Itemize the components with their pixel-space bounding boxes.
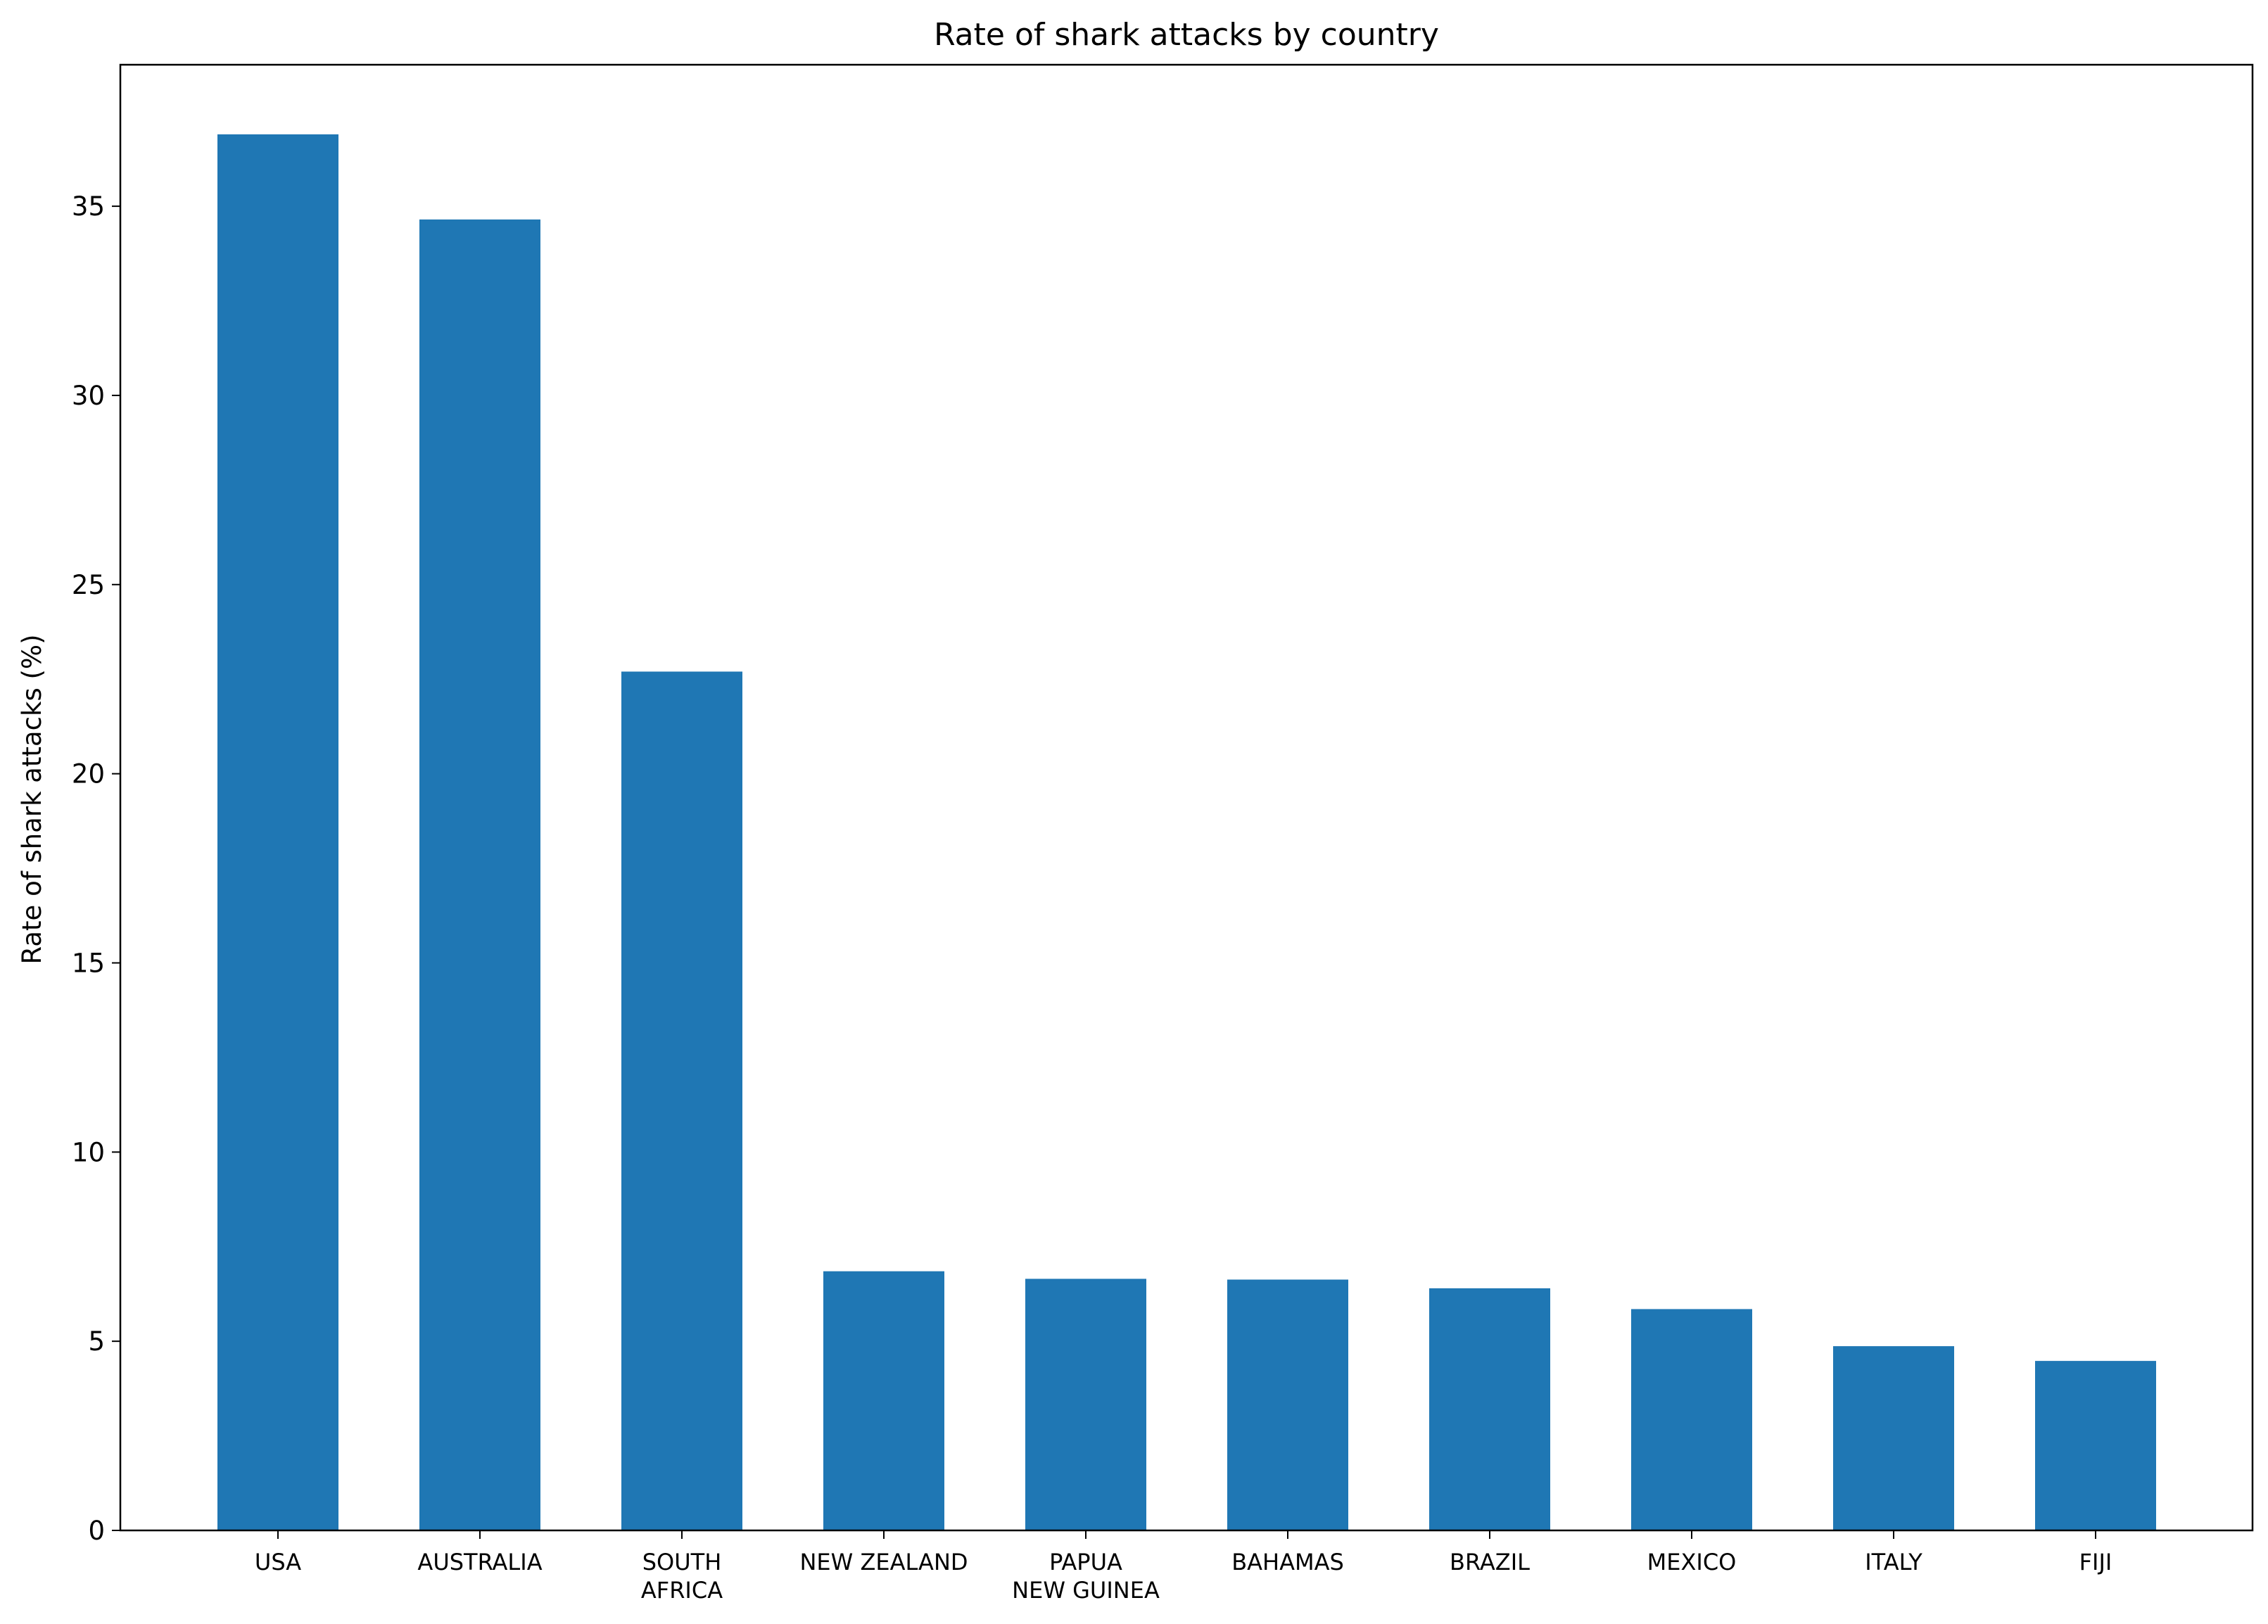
bar xyxy=(823,1271,944,1530)
x-tick-label-line: MEXICO xyxy=(1647,1549,1737,1575)
x-tick-label: MEXICO xyxy=(1647,1549,1737,1575)
y-axis-ticks: 0 5 10 15 20 25 30 35 xyxy=(72,191,120,1546)
y-tick-label: 5 xyxy=(88,1326,105,1357)
x-tick-label-line: ITALY xyxy=(1865,1549,1922,1575)
x-tick-label-line: AFRICA xyxy=(641,1577,723,1604)
bar xyxy=(1025,1279,1146,1530)
y-tick-label: 30 xyxy=(72,381,105,411)
x-tick-label-line: NEW GUINEA xyxy=(1012,1577,1160,1604)
x-tick-label-line: BRAZIL xyxy=(1450,1549,1530,1575)
bar xyxy=(217,134,338,1530)
y-tick-label: 20 xyxy=(72,759,105,789)
bar xyxy=(419,219,540,1530)
chart-title: Rate of shark attacks by country xyxy=(934,17,1439,53)
bar xyxy=(1429,1288,1550,1530)
x-tick-label-line: SOUTH xyxy=(642,1549,722,1575)
bar xyxy=(621,671,742,1530)
y-axis-label: Rate of shark attacks (%) xyxy=(17,634,47,964)
x-tick-label: SOUTH AFRICA xyxy=(641,1549,723,1604)
x-tick-label: ITALY xyxy=(1865,1549,1922,1575)
x-tick-label-line: AUSTRALIA xyxy=(417,1549,542,1575)
x-axis-ticks: USA AUSTRALIA SOUTH AFRICA NEW ZEALAND PAPUA N… xyxy=(255,1530,2112,1604)
y-tick-label: 35 xyxy=(72,191,105,222)
x-tick-label-line: USA xyxy=(255,1549,301,1575)
y-tick-label: 25 xyxy=(72,570,105,600)
x-tick-label: USA xyxy=(255,1549,301,1575)
y-tick-label: 0 xyxy=(88,1516,105,1546)
x-tick-label-line: PAPUA xyxy=(1049,1549,1122,1575)
bar xyxy=(2035,1361,2156,1530)
x-tick-label: PAPUA NEW GUINEA xyxy=(1012,1549,1160,1604)
x-tick-label-line: NEW ZEALAND xyxy=(799,1549,968,1575)
x-tick-label: BAHAMAS xyxy=(1231,1549,1344,1575)
plot-frame xyxy=(119,63,2254,1532)
bar xyxy=(1227,1279,1348,1530)
x-tick-label: AUSTRALIA xyxy=(417,1549,542,1575)
bars-group xyxy=(217,134,2156,1530)
x-tick-label: FIJI xyxy=(2079,1549,2112,1575)
y-tick-label: 15 xyxy=(72,948,105,978)
bar xyxy=(1833,1346,1954,1530)
x-tick-label-line: BAHAMAS xyxy=(1231,1549,1344,1575)
bar xyxy=(1631,1309,1752,1530)
x-tick-label: NEW ZEALAND xyxy=(799,1549,968,1575)
x-tick-label: BRAZIL xyxy=(1450,1549,1530,1575)
x-tick-label-line: FIJI xyxy=(2079,1549,2112,1575)
y-tick-label: 10 xyxy=(72,1137,105,1167)
